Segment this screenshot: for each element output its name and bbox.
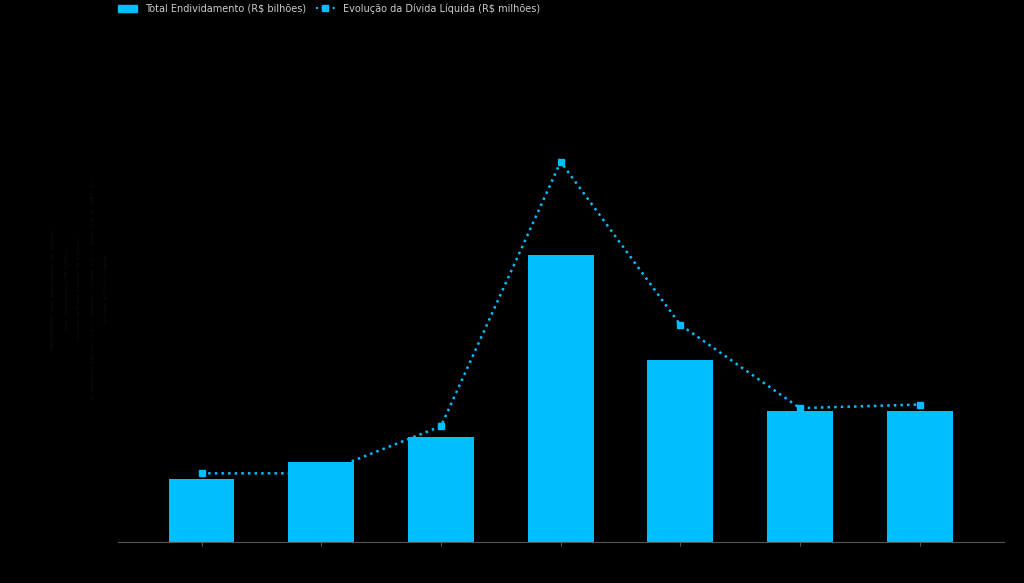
Bar: [169, 479, 234, 542]
Bar: [767, 411, 833, 542]
Text: Total Endividamento (R$ bilhões): Total Endividamento (R$ bilhões): [65, 247, 68, 331]
Text: Evolução da Dívida Líquida: Evolução da Dívida Líquida: [104, 254, 108, 323]
Legend: Total Endividamento (R$ bilhões), Evolução da Dívida Líquida (R$ milhões): Total Endividamento (R$ bilhões), Evoluç…: [114, 0, 544, 17]
Text: 1. Debêntures Públicas: 1,6  2. Debênture Privada: 3,4  3. Bonds: 2,9  4. FINEP:: 1. Debêntures Públicas: 1,6 2. Debênture…: [91, 178, 94, 399]
Bar: [408, 437, 474, 542]
Bar: [289, 462, 354, 542]
Text: Evolução da Dívida Líquida (R$ milhões): Evolução da Dívida Líquida (R$ milhões): [78, 237, 81, 340]
Bar: [647, 360, 714, 542]
Bar: [887, 411, 952, 542]
Text: ENDIVIDAMENTO Total Endividamento (R$ bilhões): ENDIVIDAMENTO Total Endividamento (R$ bi…: [51, 228, 54, 349]
Bar: [527, 255, 594, 542]
